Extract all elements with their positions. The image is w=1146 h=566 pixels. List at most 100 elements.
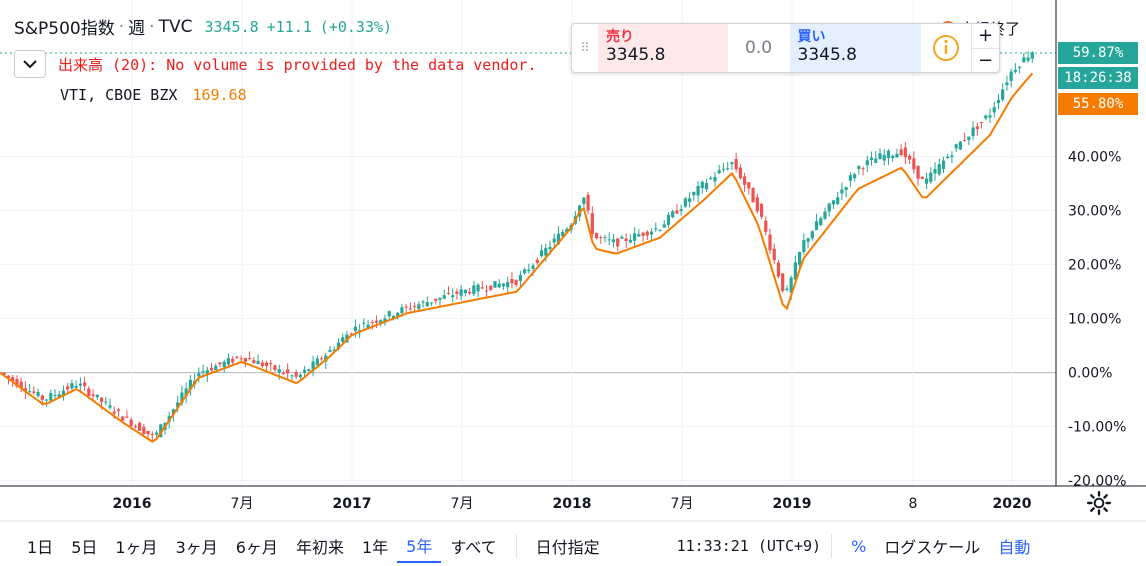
- candle-body: [87, 388, 91, 396]
- candle-body: [243, 358, 247, 362]
- price-axis: -20.00% -10.00% 0.00% 10.00% 20.00% 30.00% 40.…: [1068, 150, 1126, 490]
- spread-value: 0.0: [745, 38, 773, 58]
- info-button[interactable]: [921, 24, 971, 72]
- candle-body: [793, 262, 797, 280]
- candle-body: [806, 238, 810, 242]
- candle-body: [789, 277, 793, 293]
- candle-body: [1030, 52, 1034, 59]
- timeframe-1年[interactable]: 1年: [361, 538, 389, 557]
- y-tick-label: 30.00%: [1068, 204, 1121, 220]
- candle-body: [721, 168, 726, 170]
- candle-body: [886, 150, 891, 159]
- candle-body: [11, 377, 15, 382]
- countdown-tag: 18:26:38: [1058, 67, 1138, 89]
- zoom-in-button[interactable]: +: [978, 25, 994, 47]
- timeframe-3ヶ月[interactable]: 3ヶ月: [175, 538, 218, 557]
- timeframe-1ヶ月[interactable]: 1ヶ月: [115, 538, 158, 557]
- candle-body: [831, 200, 836, 205]
- symbol-legend[interactable]: S&P500指数 · 週 · TVC 3345.8 +11.1 (+0.33%): [14, 14, 392, 40]
- timeframe-1日[interactable]: 1日: [27, 538, 54, 557]
- candle-body: [197, 373, 201, 377]
- candle-body: [717, 170, 721, 174]
- compare-symbol[interactable]: VTI, CBOE BZX: [60, 86, 178, 104]
- timeframe-5日[interactable]: 5日: [71, 538, 98, 557]
- time-axis: 2016 7月 2017 7月 2018 7月 2019 8 2020: [113, 496, 1032, 512]
- candle-body: [768, 234, 772, 251]
- candle-body: [493, 281, 497, 288]
- candle-body: [176, 402, 180, 408]
- candle-body: [891, 155, 895, 158]
- candle-body: [218, 362, 222, 365]
- x-tick-label: 2016: [113, 496, 152, 512]
- candle-body: [819, 218, 823, 226]
- timeframe-5年[interactable]: 5年: [397, 529, 442, 563]
- buy-button[interactable]: 買い 3345.8: [789, 24, 922, 72]
- candle-body: [912, 158, 916, 170]
- candle-body: [582, 197, 586, 205]
- drag-handle-icon[interactable]: ⠿: [580, 40, 590, 56]
- percent-toggle[interactable]: %: [851, 536, 867, 556]
- candle-body: [298, 374, 302, 378]
- candle-body: [49, 393, 53, 401]
- candle-body: [311, 361, 315, 370]
- zoom-out-button[interactable]: −: [972, 47, 1000, 73]
- candle-body: [146, 430, 150, 435]
- compare-legend[interactable]: VTI, CBOE BZX 169.68: [60, 86, 247, 104]
- candle-body: [125, 416, 129, 418]
- candle-body: [772, 248, 776, 261]
- separator-dot: ·: [118, 16, 125, 37]
- separator-dot: ·: [149, 16, 155, 37]
- candle-body: [256, 360, 260, 365]
- candle-body: [235, 356, 239, 358]
- candle-body: [273, 365, 277, 371]
- candle-body: [798, 251, 802, 265]
- date-range-button[interactable]: 日付指定: [535, 538, 600, 557]
- exchange-label: TVC: [158, 16, 193, 37]
- sell-button[interactable]: 売り 3345.8: [597, 24, 728, 72]
- candle-body: [853, 174, 857, 179]
- candle-body: [586, 194, 590, 211]
- candle-body: [1001, 89, 1005, 100]
- candle-body: [941, 160, 946, 170]
- candle-body: [154, 432, 159, 435]
- candle-body: [57, 394, 61, 398]
- candle-body: [594, 232, 599, 239]
- timeframe-すべて[interactable]: すべて: [450, 538, 497, 557]
- candle-body: [1005, 82, 1009, 86]
- candle-body: [967, 136, 971, 140]
- candle-body: [933, 169, 937, 174]
- grid-lines: [0, 0, 1056, 486]
- candle-body: [442, 295, 446, 299]
- candle-body: [480, 287, 484, 289]
- candle-body: [861, 168, 865, 170]
- gear-icon[interactable]: [1086, 490, 1112, 516]
- timeframe-年初来[interactable]: 年初来: [295, 538, 344, 557]
- x-tick-label: 7月: [451, 496, 474, 512]
- candle-body: [116, 409, 121, 411]
- candle-body: [857, 166, 861, 169]
- log-scale-toggle[interactable]: ログスケール: [884, 538, 981, 557]
- y-tick-label: -10.00%: [1068, 420, 1126, 436]
- candle-body: [112, 411, 116, 414]
- candle-body: [814, 221, 819, 231]
- candle-body: [776, 262, 781, 277]
- candle-body: [920, 176, 924, 180]
- candle-body: [611, 239, 616, 243]
- clock[interactable]: 11:33:21 (UTC+9): [676, 537, 822, 555]
- zoom-controls: + −: [971, 24, 1000, 73]
- candle-body: [349, 333, 353, 335]
- collapse-legend-button[interactable]: [14, 50, 46, 78]
- candle-body: [408, 308, 412, 310]
- timeframe-6ヶ月[interactable]: 6ヶ月: [235, 538, 278, 557]
- main-price-tag: 59.87%: [1058, 42, 1138, 64]
- symbol-name[interactable]: S&P500指数: [14, 19, 115, 39]
- candle-body: [269, 362, 273, 365]
- compare-line: [0, 72, 1034, 443]
- candle-body: [616, 238, 620, 247]
- auto-scale-toggle[interactable]: 自動: [998, 538, 1031, 557]
- candle-body: [1026, 57, 1030, 61]
- candle-body: [231, 358, 235, 363]
- candle-body: [535, 259, 539, 263]
- candle-body: [159, 424, 163, 438]
